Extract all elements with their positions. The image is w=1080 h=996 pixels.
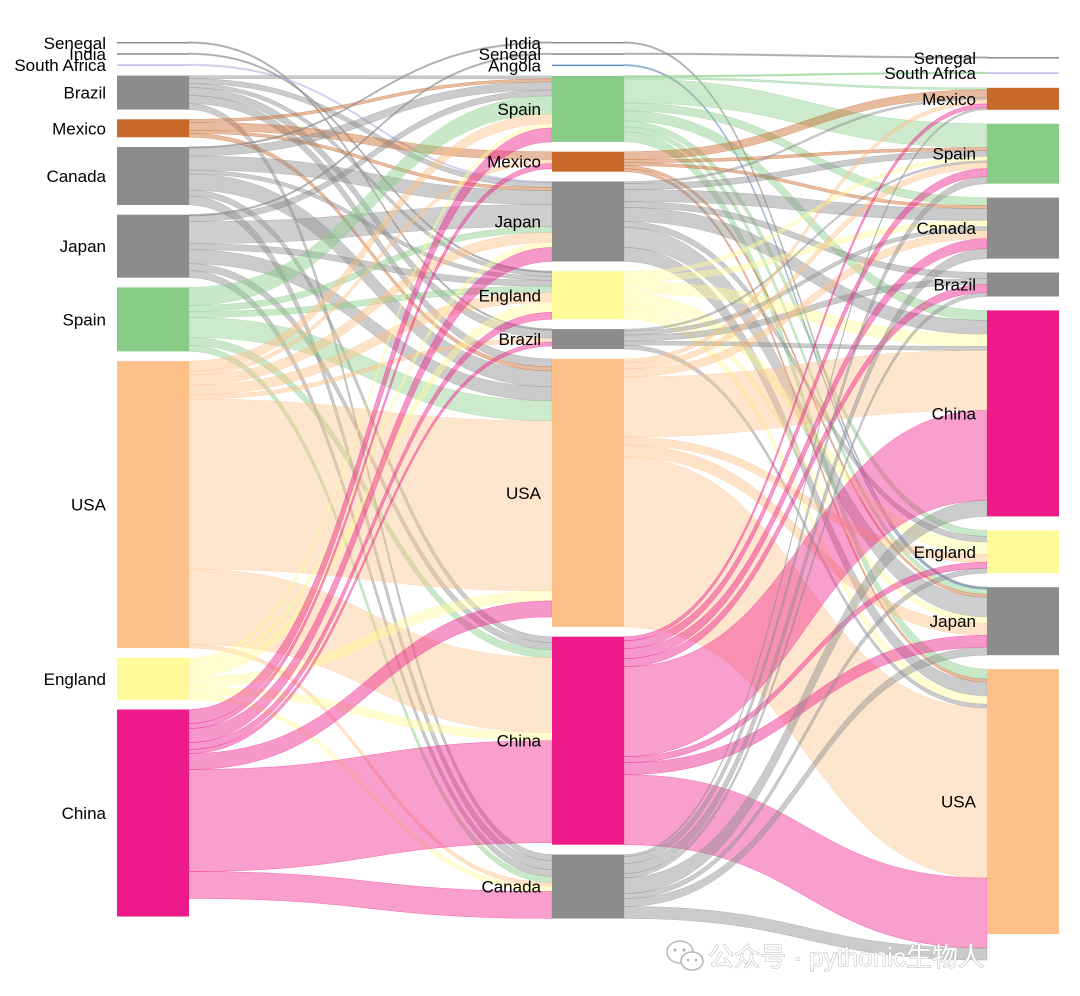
label-usa-col1: USA	[506, 484, 542, 503]
label-usa-col2: USA	[941, 793, 977, 812]
node-mexico-col0	[117, 119, 189, 138]
node-canada-col2	[987, 197, 1059, 259]
node-england-col2	[987, 530, 1059, 574]
node-usa-col1	[552, 358, 624, 627]
node-canada-col1	[552, 854, 624, 919]
node-england-col1	[552, 271, 624, 320]
node-usa-col0	[117, 361, 189, 649]
node-spain-col2	[987, 123, 1059, 184]
watermark-text: 公众号 · pythonic生物人	[708, 942, 984, 972]
label-china-col0: China	[62, 804, 107, 823]
label-spain-col0: Spain	[63, 310, 106, 329]
label-spain-col2: Spain	[933, 145, 976, 164]
node-senegal-col1	[552, 53, 624, 55]
node-brazil-col0	[117, 75, 189, 110]
label-spain-col1: Spain	[498, 100, 541, 119]
node-south-africa-col2	[987, 72, 1059, 74]
label-japan-col2: Japan	[930, 612, 976, 631]
node-india-col1	[552, 42, 624, 44]
label-mexico-col2: Mexico	[922, 90, 976, 109]
node-spain-col0	[117, 287, 189, 352]
node-china-col0	[117, 709, 189, 917]
label-south-africa-col2: South Africa	[884, 64, 976, 83]
label-england-col1: England	[479, 286, 541, 305]
label-brazil-col0: Brazil	[63, 84, 106, 103]
label-mexico-col1: Mexico	[487, 153, 541, 172]
node-senegal-col2	[987, 57, 1059, 59]
label-china-col2: China	[932, 404, 977, 423]
node-brazil-col1	[552, 329, 624, 350]
sankey-nodes	[117, 42, 1059, 935]
node-senegal-col0	[117, 42, 189, 44]
label-japan-col0: Japan	[60, 237, 106, 256]
label-japan-col1: Japan	[495, 213, 541, 232]
label-india-col1: India	[504, 34, 541, 53]
node-angola-col1	[552, 64, 624, 67]
label-usa-col0: USA	[71, 496, 107, 515]
label-india-col0: India	[69, 45, 106, 64]
node-india-col0	[117, 53, 189, 55]
label-england-col2: England	[914, 543, 976, 562]
label-canada-col1: Canada	[481, 878, 541, 897]
label-brazil-col2: Brazil	[933, 276, 976, 295]
label-england-col0: England	[44, 670, 106, 689]
label-angola-col1: Angola	[488, 56, 541, 75]
node-canada-col0	[117, 147, 189, 205]
wechat-icon	[666, 940, 704, 971]
node-england-col0	[117, 657, 189, 700]
label-canada-col0: Canada	[46, 167, 106, 186]
label-brazil-col1: Brazil	[498, 330, 541, 349]
watermark: 公众号 · pythonic生物人	[666, 940, 984, 973]
node-brazil-col2	[987, 272, 1059, 297]
node-china-col1	[552, 636, 624, 845]
node-mexico-col1	[552, 151, 624, 172]
node-usa-col2	[987, 669, 1059, 935]
node-mexico-col2	[987, 87, 1059, 110]
node-japan-col0	[117, 214, 189, 278]
flow-brazil-to-spain-col0	[188, 75, 553, 80]
node-japan-col2	[987, 587, 1059, 656]
label-mexico-col0: Mexico	[52, 119, 106, 138]
flow-canada-to-usa-col1	[623, 906, 988, 961]
label-south-africa-col0: South Africa	[14, 56, 106, 75]
node-japan-col1	[552, 181, 624, 262]
label-senegal-col0: Senegal	[44, 34, 106, 53]
node-china-col2	[987, 310, 1059, 517]
node-south-africa-col0	[117, 64, 189, 66]
label-china-col1: China	[497, 732, 542, 751]
label-canada-col2: Canada	[916, 219, 976, 238]
label-senegal-col2: Senegal	[914, 49, 976, 68]
node-spain-col1	[552, 75, 624, 142]
sankey-links	[188, 41, 988, 961]
label-senegal-col1: Senegal	[479, 45, 541, 64]
